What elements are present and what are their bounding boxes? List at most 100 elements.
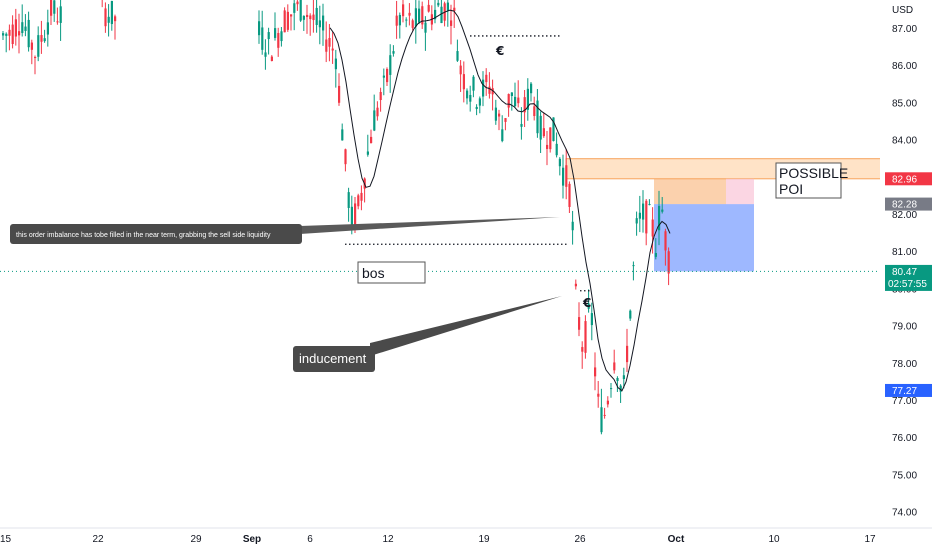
candle-body <box>261 27 264 50</box>
candle-body <box>18 31 21 36</box>
candle-body <box>654 252 657 257</box>
candle-body <box>302 15 305 20</box>
candle-body <box>373 110 376 131</box>
candle-body <box>494 107 497 121</box>
candle-body <box>658 205 661 231</box>
euro-mark-bottom: € <box>582 296 591 310</box>
stop-overlay-right <box>726 178 754 205</box>
countdown-label: 02:57:55 <box>888 279 927 290</box>
candle-body <box>293 3 296 13</box>
candle-body <box>594 367 597 377</box>
candle-body <box>530 83 533 94</box>
candle-body <box>382 75 385 78</box>
candle-body <box>606 400 609 405</box>
price-tick-label: 86.00 <box>892 61 917 72</box>
currency-label: USD <box>892 5 913 16</box>
price-tick-label: 78.00 <box>892 359 917 370</box>
candle-body <box>360 192 363 201</box>
candle-body <box>277 33 280 48</box>
price-tick-label: 74.00 <box>892 508 917 519</box>
candle-body <box>638 212 641 219</box>
candle-body <box>619 385 622 392</box>
candle-body <box>414 8 417 27</box>
price-tag-label: 82.28 <box>892 200 917 211</box>
price-tick-label: 81.00 <box>892 247 917 258</box>
candle-body <box>466 90 469 99</box>
candle-body <box>475 106 478 110</box>
candle-body <box>50 0 53 16</box>
candle-body <box>462 74 465 90</box>
note-inducement[interactable]: inducement <box>293 296 562 372</box>
box-bos-text: bos <box>362 265 385 281</box>
price-tick-label: 77.00 <box>892 396 917 407</box>
candle-body <box>312 14 315 21</box>
candle-body <box>280 31 283 42</box>
candle-body <box>274 28 277 38</box>
candle-body <box>389 55 392 75</box>
box-bos[interactable]: bos <box>357 261 426 284</box>
candle-body <box>34 57 37 59</box>
candle-body <box>43 38 46 42</box>
candle-body <box>581 347 584 352</box>
candle-body <box>632 265 635 267</box>
moving-average-layer <box>329 9 671 392</box>
candle-body <box>459 65 462 75</box>
candle-body <box>488 86 491 94</box>
candle-body <box>616 377 619 382</box>
candle-body <box>472 76 475 91</box>
candle-body <box>258 21 261 36</box>
candle-body <box>24 26 27 31</box>
candle-body <box>600 407 603 433</box>
candle-body <box>370 136 373 143</box>
candle-body <box>27 19 30 48</box>
candle-body <box>552 117 555 142</box>
candle-body <box>366 151 369 155</box>
candle-body <box>392 51 395 54</box>
candle-body <box>453 7 456 11</box>
candle-body <box>578 317 581 330</box>
box-possible-poi[interactable]: POSSIBLE POI <box>775 162 848 199</box>
candle-body <box>270 56 273 62</box>
candle-body <box>424 22 427 33</box>
candles-layer <box>2 0 670 435</box>
time-tick-label: Oct <box>668 534 685 545</box>
price-tick-label: 76.00 <box>892 433 917 444</box>
candle-body <box>478 98 481 106</box>
candle-body <box>14 19 17 37</box>
candle-body <box>402 4 405 17</box>
time-tick-label: 22 <box>92 534 104 545</box>
candle-body <box>283 10 286 33</box>
candle-body <box>2 33 5 36</box>
candle-body <box>514 96 517 107</box>
candle-body <box>626 345 629 363</box>
candle-body <box>37 35 40 57</box>
candle-body <box>264 52 267 57</box>
candle-body <box>40 35 43 42</box>
candle-body <box>629 310 632 319</box>
candle-body <box>574 283 577 287</box>
candle-body <box>427 4 430 12</box>
time-axis[interactable]: 15 22 29 Sep 6 12 19 26 Oct 10 17 <box>0 527 932 545</box>
candle-body <box>434 9 437 20</box>
candle-body <box>114 16 117 22</box>
time-tick-label: 12 <box>382 534 394 545</box>
candle-body <box>661 209 664 212</box>
box-poi-line2: POI <box>779 181 803 197</box>
candle-body <box>328 37 331 47</box>
candle-body <box>30 42 33 50</box>
candle-body <box>485 74 488 83</box>
note-order-imbalance-text: this order imbalance has tobe filled in … <box>16 232 271 239</box>
candle-body <box>408 12 411 16</box>
candle-body <box>446 2 449 11</box>
candle-body <box>59 6 62 23</box>
candle-body <box>517 97 520 104</box>
time-tick-label: 10 <box>768 534 780 545</box>
price-axis[interactable]: USD 87.0086.0085.0084.0082.0081.0080.007… <box>880 0 932 528</box>
time-tick-label: Sep <box>243 534 261 545</box>
candle-body <box>610 388 613 390</box>
candle-body <box>325 39 328 52</box>
note-order-imbalance[interactable]: this order imbalance has tobe filled in … <box>10 217 560 244</box>
candle-body <box>418 8 421 23</box>
price-tick-label: 75.00 <box>892 470 917 481</box>
